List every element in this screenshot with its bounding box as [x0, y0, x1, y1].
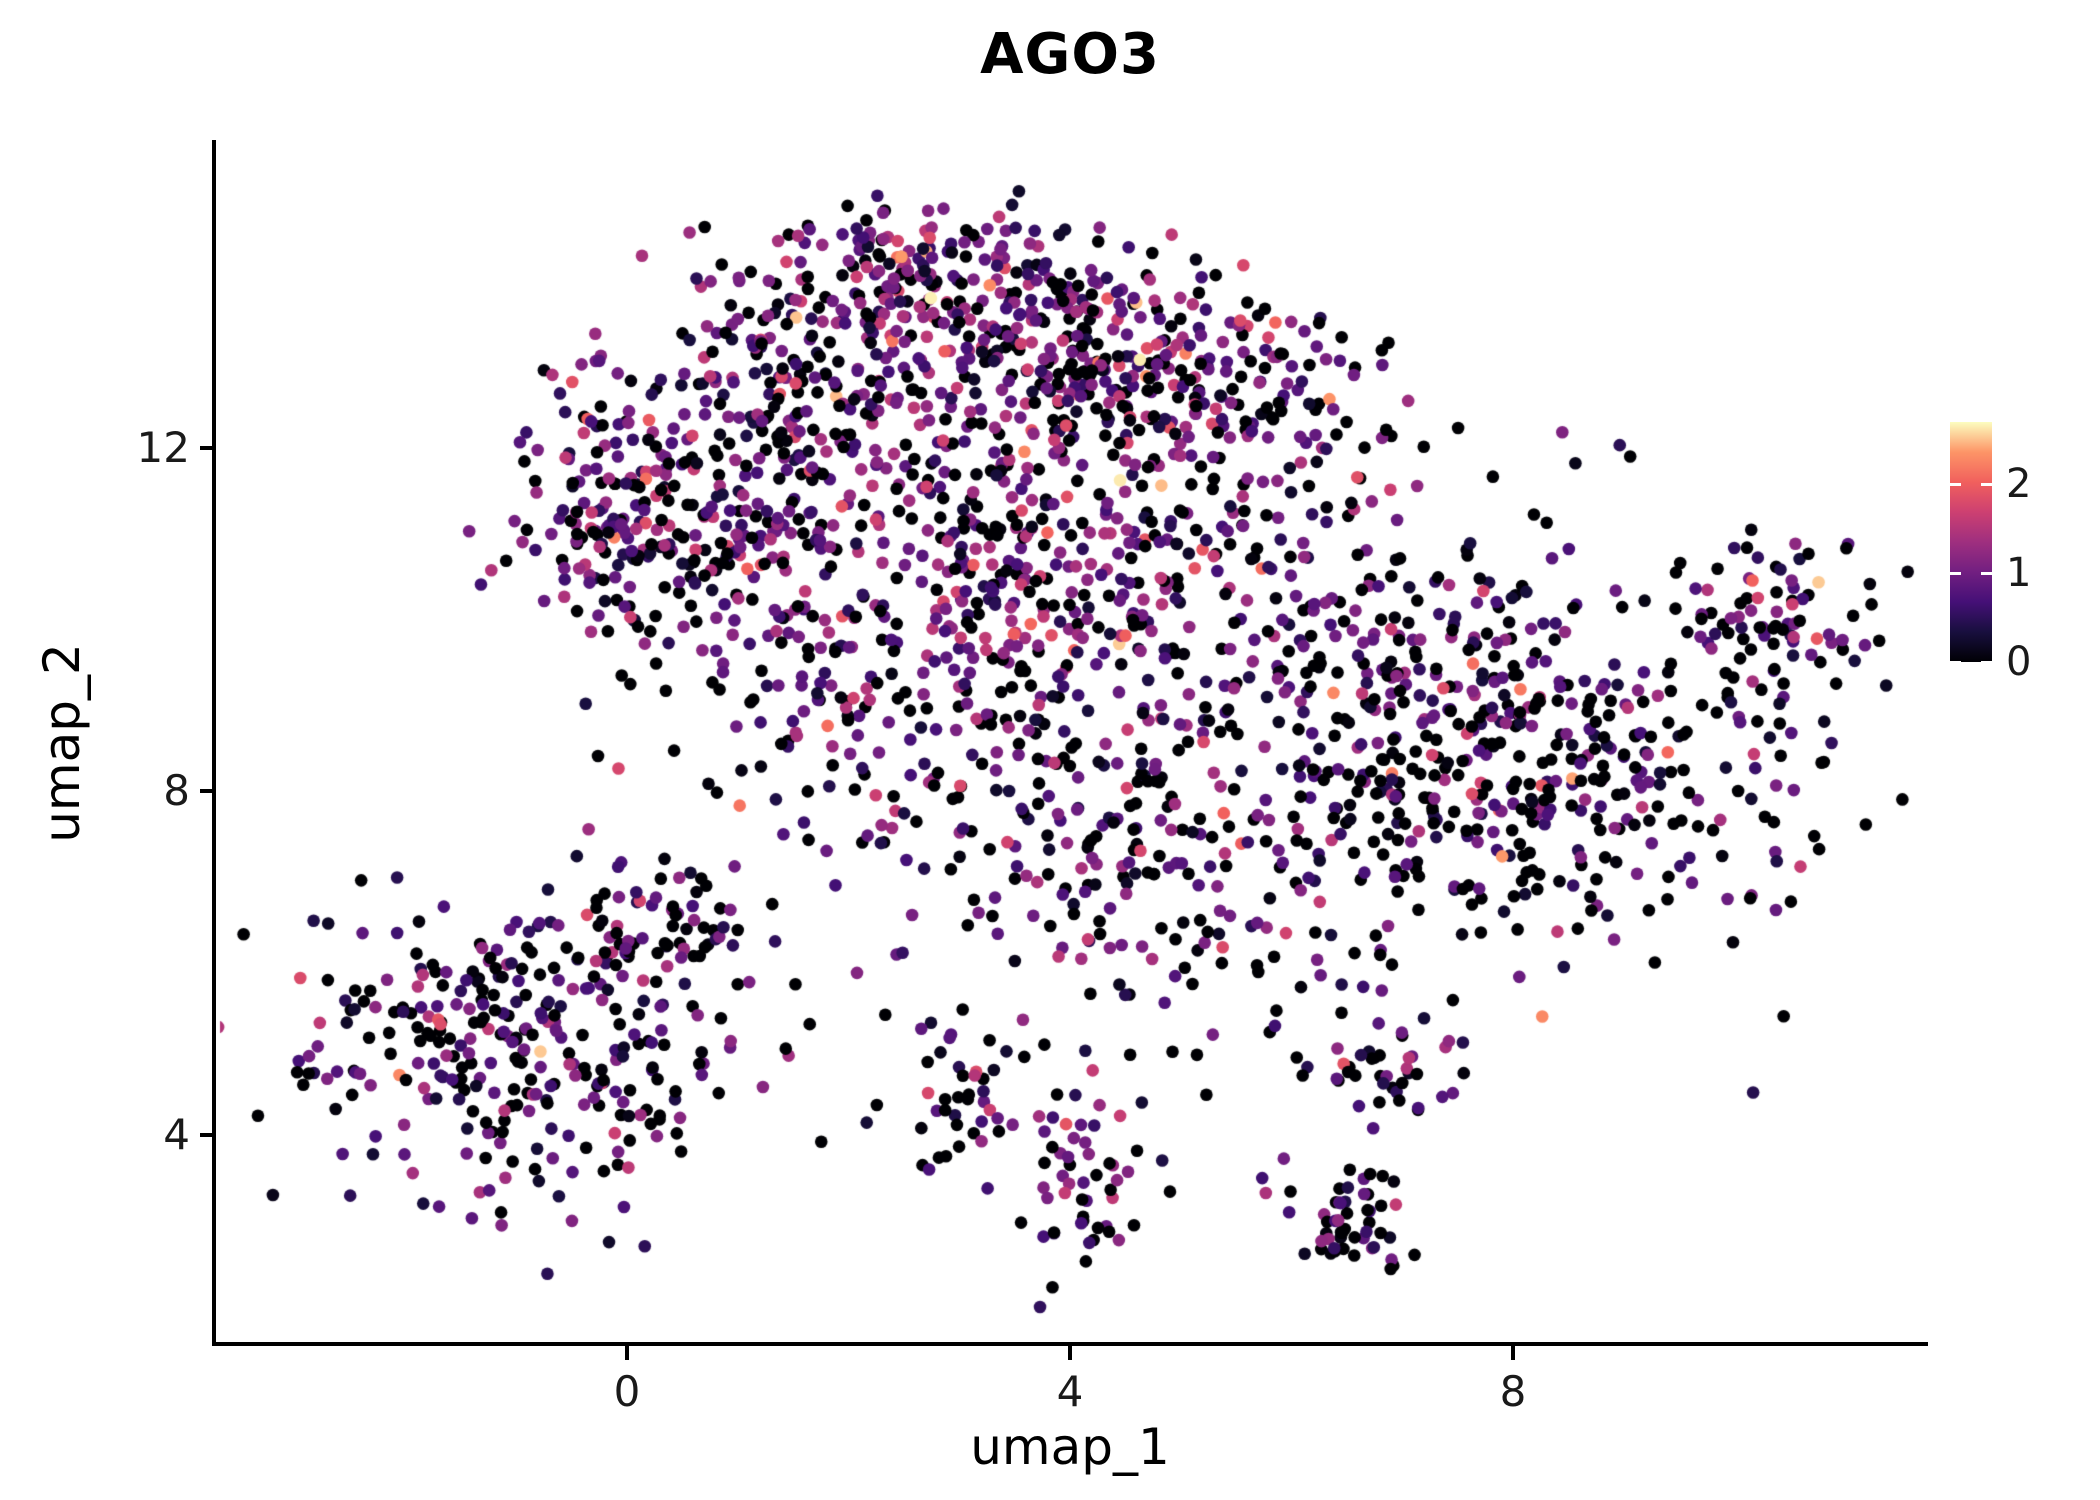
y-axis-line: [212, 140, 216, 1346]
colorbar-tick-mark: [1950, 571, 1961, 575]
y-tick-mark: [200, 789, 215, 794]
colorbar-tick-label: 2: [2006, 461, 2032, 508]
colorbar-tick-mark: [1981, 660, 1992, 664]
colorbar-tick-label: 0: [2006, 639, 2032, 685]
y-tick-mark: [200, 1133, 215, 1138]
y-tick-label: 8: [163, 766, 190, 816]
x-tick-mark: [1068, 1345, 1072, 1360]
colorbar-tick-mark: [1981, 482, 1992, 486]
x-axis-title: umap_1: [970, 1418, 1170, 1476]
x-tick-label: 4: [1056, 1367, 1084, 1416]
y-tick-label: 4: [163, 1110, 190, 1160]
y-tick-mark: [200, 445, 215, 450]
colorbar-tick-mark: [1981, 571, 1992, 575]
x-tick-mark: [624, 1345, 629, 1360]
colorbar-gradient: [1950, 422, 1992, 662]
x-axis-line: [212, 1342, 1928, 1346]
colorbar-tick-mark: [1950, 660, 1961, 664]
colorbar-tick-label: 1: [2006, 550, 2032, 597]
x-tick-mark: [1511, 1345, 1515, 1360]
colorbar-tick-mark: [1950, 482, 1961, 486]
x-tick-label: 8: [1499, 1367, 1527, 1416]
plot-title: AGO3: [980, 22, 1160, 87]
y-tick-label: 12: [136, 422, 190, 472]
x-tick-label: 0: [613, 1367, 641, 1416]
